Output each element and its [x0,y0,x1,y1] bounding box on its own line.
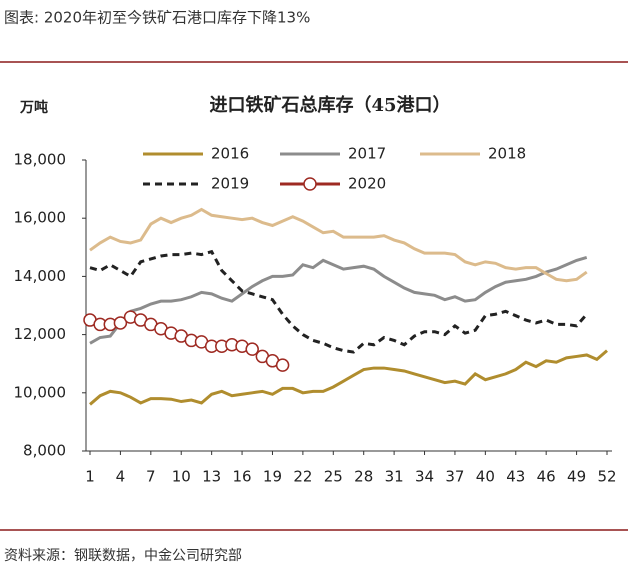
x-tick-label: 10 [172,468,191,486]
legend-label: 2016 [211,145,249,163]
line [89,207,588,283]
legend-label: 2018 [488,145,526,163]
marker [113,316,128,330]
legend-label: 2019 [211,175,249,193]
y-tick-label: 12,000 [14,325,67,343]
x-tick-label: 43 [506,468,525,486]
line [89,349,608,406]
y-axis-label: 万吨 [19,99,48,116]
marker [275,358,290,372]
y-tick-label: 16,000 [14,209,67,227]
x-tick-label: 7 [146,468,156,486]
x-tick-label: 37 [445,468,464,486]
source: 资料来源：钢联数据，中金公司研究部 [4,548,242,564]
x-tick-label: 46 [537,468,556,486]
x-tick-label: 40 [476,468,495,486]
y-tick-label: 18,000 [14,151,67,169]
x-tick-label: 25 [324,468,343,486]
x-tick-label: 31 [385,468,404,486]
y-tick-label: 14,000 [14,267,67,285]
x-tick-label: 1 [85,468,95,486]
marker [245,342,259,356]
x-tick-label: 16 [233,468,252,486]
x-tick-label: 19 [263,468,282,486]
x-tick-label: 22 [293,468,312,486]
x-tick-label: 28 [354,468,373,486]
chart-title: 进口铁矿石总库存（45港口） [209,94,450,116]
x-tick-label: 4 [116,468,126,486]
legend-label: 2017 [348,145,386,163]
x-tick-label: 13 [202,468,221,486]
x-tick-label: 52 [597,468,616,486]
line [89,249,588,354]
x-tick-label: 49 [567,468,586,486]
line [89,256,588,345]
legend-label: 2020 [348,175,386,193]
y-tick-label: 8,000 [23,442,66,460]
caption: 图表: 2020年初至今铁矿石港口库存下降13% [4,9,310,27]
y-tick-label: 10,000 [14,383,67,401]
x-tick-label: 34 [415,468,434,486]
legend-marker [303,177,317,191]
